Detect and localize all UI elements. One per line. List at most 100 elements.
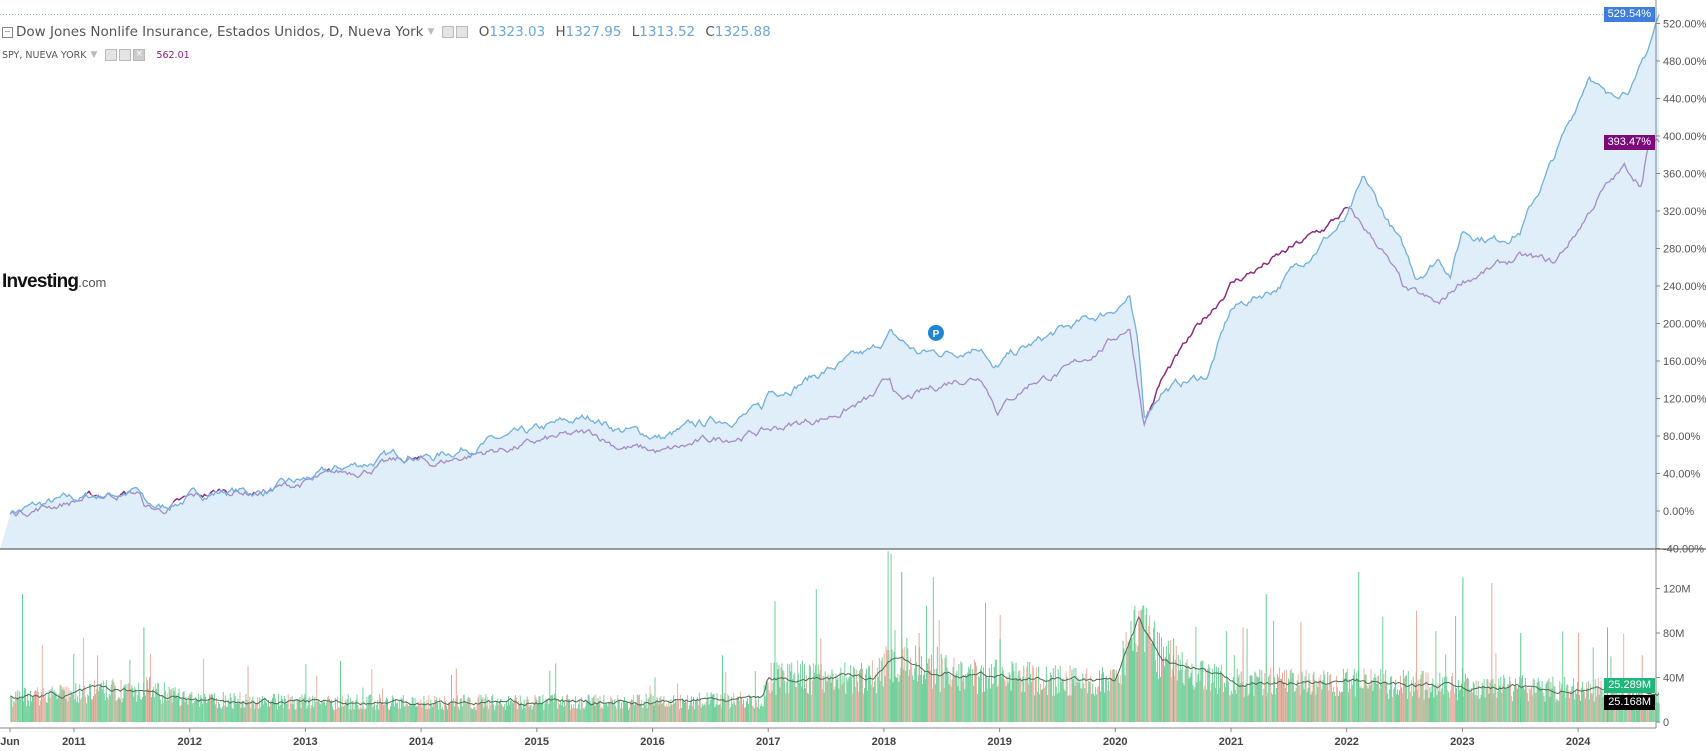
volume-bar <box>91 699 92 722</box>
volume-bar <box>959 690 961 722</box>
remove-icon[interactable]: × <box>133 49 146 61</box>
volume-bar <box>572 704 574 722</box>
volume-bar <box>235 703 237 722</box>
volume-bar <box>1557 700 1559 722</box>
volume-bar <box>1355 672 1357 722</box>
volume-bar <box>12 707 14 722</box>
volume-bar <box>892 682 894 722</box>
volume-bar <box>838 688 840 722</box>
volume-bar <box>1350 679 1352 722</box>
volume-bar <box>902 648 904 722</box>
volume-bar <box>512 703 514 722</box>
volume-bar <box>1055 686 1057 722</box>
volume-bar <box>1543 696 1545 722</box>
visibility-icon[interactable] <box>456 26 469 38</box>
volume-bar <box>992 683 994 722</box>
volume-bar <box>653 705 655 722</box>
event-marker-icon[interactable] <box>927 324 944 341</box>
volume-bar <box>538 696 540 722</box>
volume-bar <box>730 707 732 722</box>
volume-bar <box>889 679 891 722</box>
volume-bar <box>897 673 899 722</box>
volume-bar <box>314 697 316 722</box>
volume-bar <box>1123 648 1125 722</box>
volume-bar <box>1472 681 1474 722</box>
volume-bar <box>658 704 660 722</box>
volume-bar <box>318 699 320 722</box>
volume-bar <box>293 698 295 722</box>
settings-icon[interactable] <box>105 49 118 61</box>
volume-bar <box>447 709 448 722</box>
volume-bar <box>1210 690 1212 722</box>
volume-bar <box>1550 682 1552 722</box>
volume-bar <box>478 694 480 722</box>
volume-bar <box>739 700 741 722</box>
volume-bar <box>132 687 134 722</box>
volume-bar <box>467 696 469 722</box>
volume-bar <box>448 702 449 722</box>
volume-bar <box>844 662 846 722</box>
volume-bar <box>1454 693 1456 722</box>
volume-bar <box>737 696 739 722</box>
volume-bar <box>632 694 634 722</box>
settings-icon[interactable] <box>442 26 455 38</box>
volume-bar <box>1314 679 1316 722</box>
visibility-icon[interactable] <box>119 49 132 61</box>
volume-bar <box>332 706 333 722</box>
volume-bar <box>253 700 255 722</box>
volume-bar <box>941 658 943 722</box>
volume-bar <box>276 709 278 722</box>
volume-bar <box>1484 697 1486 722</box>
volume-bar <box>133 696 135 722</box>
volume-bar <box>1517 688 1518 722</box>
volume-bar <box>1075 668 1077 722</box>
volume-bar <box>1653 698 1655 722</box>
volume-bar <box>711 694 713 722</box>
main-symbol-title[interactable]: Dow Jones Nonlife Insurance, Estados Uni… <box>16 24 424 40</box>
volume-bar <box>299 696 301 722</box>
volume-bar <box>604 704 606 722</box>
volume-bar <box>818 673 820 722</box>
volume-bar <box>1501 692 1503 722</box>
volume-bar <box>1529 689 1531 722</box>
volume-bar <box>1589 684 1591 722</box>
volume-bar <box>399 708 401 722</box>
volume-bar <box>1287 678 1289 722</box>
volume-bar <box>500 698 502 722</box>
volume-bar <box>501 704 503 722</box>
chevron-down-icon[interactable]: ▼ <box>427 27 435 37</box>
volume-bar <box>147 680 149 722</box>
volume-bar <box>533 702 535 722</box>
volume-bar <box>797 660 799 722</box>
volume-bar <box>698 692 700 722</box>
collapse-icon[interactable]: − <box>2 26 13 38</box>
volume-bar <box>882 686 884 722</box>
volume-bar <box>1249 675 1251 722</box>
volume-bar <box>884 676 886 722</box>
volume-bar <box>571 708 573 722</box>
volume-bar <box>243 708 245 722</box>
volume-bar <box>1063 689 1065 722</box>
volume-bar <box>1434 685 1436 722</box>
volume-spike-bar <box>901 571 903 722</box>
volume-bar <box>1120 684 1122 722</box>
volume-bar <box>210 695 211 722</box>
volume-bar <box>678 699 680 722</box>
volume-bar <box>1253 696 1255 722</box>
volume-bar <box>227 699 229 722</box>
compare-symbol-title[interactable]: SPY, NUEVA YORK <box>2 49 87 61</box>
volume-bar <box>549 670 551 722</box>
volume-bar <box>1609 700 1611 722</box>
volume-bar <box>1284 687 1286 722</box>
volume-bar <box>831 669 833 722</box>
volume-bar <box>466 698 468 722</box>
volume-bar <box>753 708 755 722</box>
volume-bar <box>1332 692 1334 722</box>
volume-bar <box>311 705 313 722</box>
volume-bar <box>1531 695 1533 722</box>
volume-bar <box>1379 688 1381 722</box>
volume-bar <box>1345 671 1347 722</box>
chevron-down-icon[interactable]: ▼ <box>90 50 98 60</box>
volume-bar <box>207 701 209 722</box>
